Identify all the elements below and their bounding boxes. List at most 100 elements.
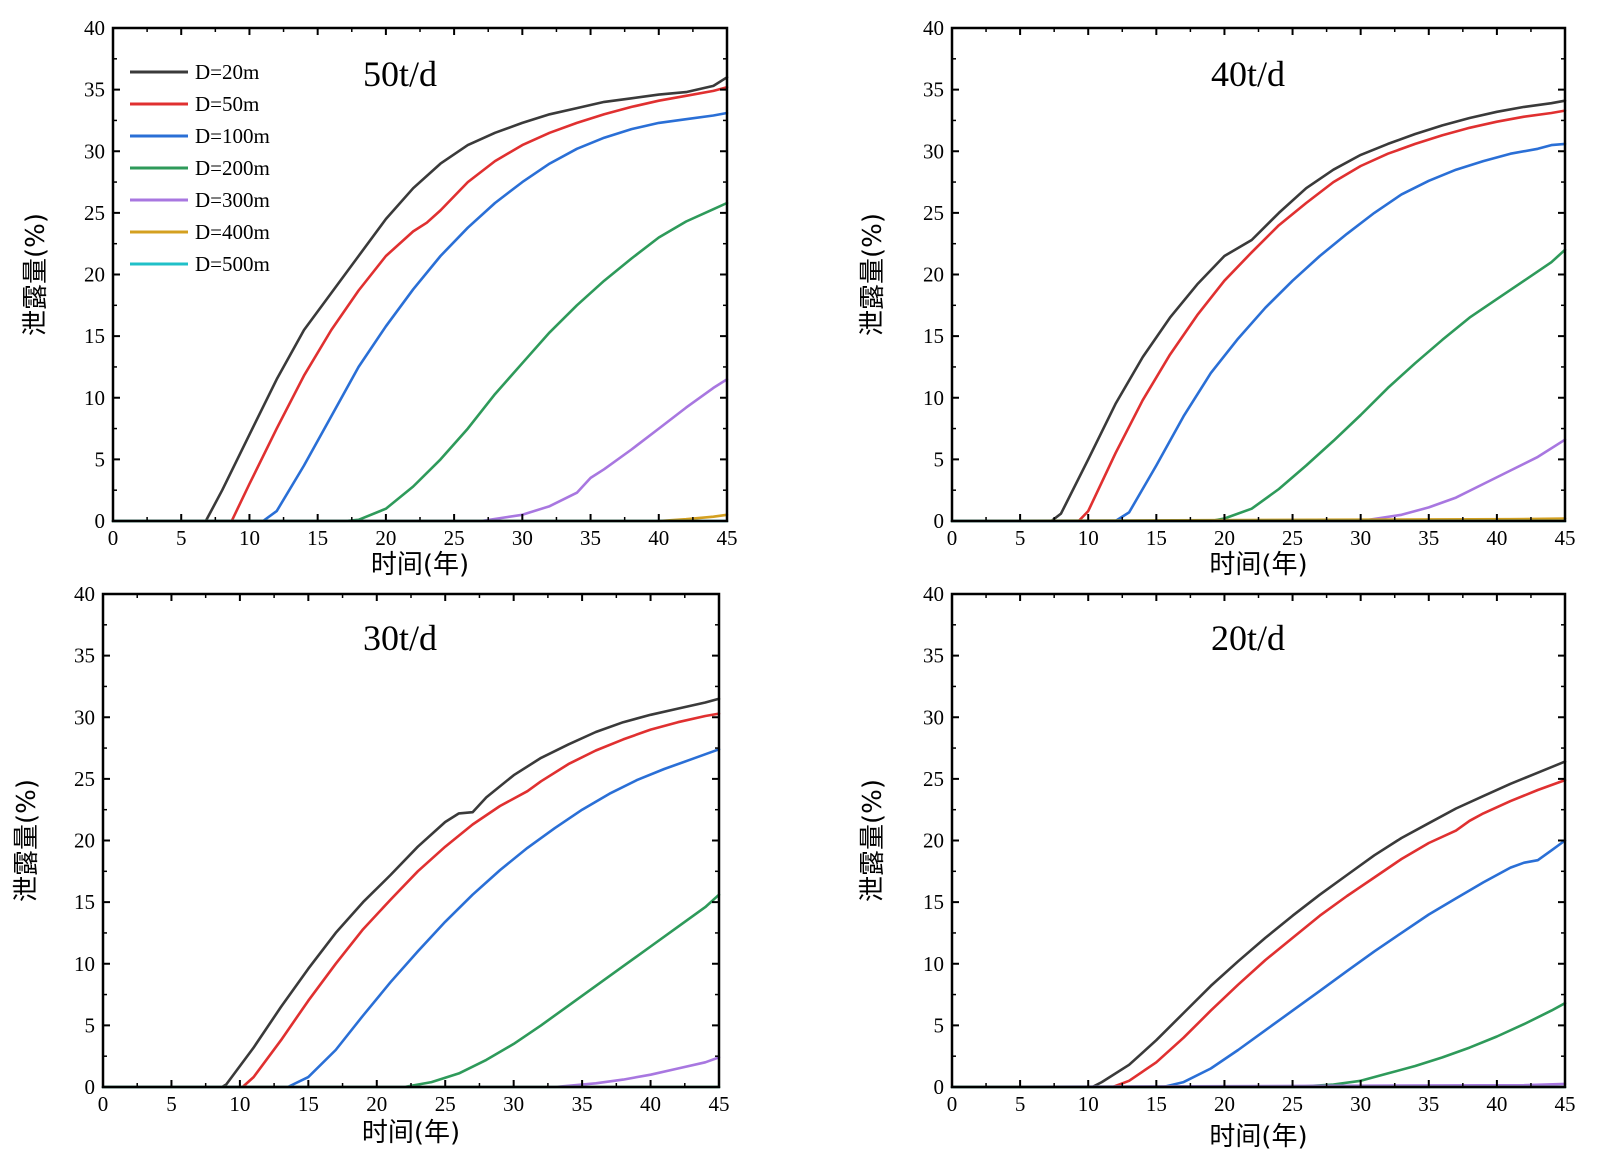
y-tick-label: 25 [74, 767, 95, 791]
x-tick-label: 10 [239, 526, 260, 550]
x-tick-label: 20 [375, 526, 396, 550]
series-line-d-300m [101, 1056, 721, 1089]
series-line-d-200m [111, 201, 729, 523]
x-axis-label: 时间(年) [371, 550, 469, 580]
series-line-d-20m [111, 76, 729, 523]
x-tick-label: 0 [947, 526, 958, 550]
legend-label: D=100m [195, 124, 270, 148]
x-tick-label: 5 [176, 526, 187, 550]
y-tick-label: 40 [74, 582, 95, 606]
y-tick-label: 15 [923, 890, 944, 914]
legend-label: D=300m [195, 188, 270, 212]
y-tick-label: 15 [84, 324, 105, 348]
y-axis-label: 泄露量(%) [12, 779, 42, 902]
x-tick-label: 15 [307, 526, 328, 550]
x-tick-label: 40 [1486, 1092, 1507, 1116]
y-tick-label: 35 [923, 644, 944, 668]
y-tick-label: 25 [923, 767, 944, 791]
x-tick-label: 25 [435, 1092, 456, 1116]
x-axis-label: 时间(年) [1209, 550, 1307, 580]
x-tick-label: 45 [709, 1092, 730, 1116]
x-tick-label: 20 [1214, 1092, 1235, 1116]
y-tick-label: 30 [923, 705, 944, 729]
legend-label: D=200m [195, 156, 270, 180]
plot-frame [950, 592, 1567, 1089]
series-line-d-300m [950, 438, 1567, 523]
x-tick-label: 5 [166, 1092, 177, 1116]
y-tick-label: 35 [923, 78, 944, 102]
y-tick-label: 10 [923, 952, 944, 976]
y-tick-label: 20 [74, 829, 95, 853]
x-tick-label: 30 [1350, 526, 1371, 550]
series-line-d-200m [950, 1001, 1567, 1089]
legend-label: D=20m [195, 60, 259, 84]
y-tick-label: 0 [95, 509, 106, 533]
y-tick-label: 20 [84, 263, 105, 287]
series-line-d-50m [950, 109, 1567, 523]
x-tick-label: 20 [1214, 526, 1235, 550]
y-tick-label: 20 [923, 263, 944, 287]
series-line-d-200m [101, 893, 721, 1089]
series-line-d-20m [950, 760, 1567, 1089]
x-tick-label: 10 [229, 1092, 250, 1116]
y-tick-label: 40 [84, 16, 105, 40]
x-tick-label: 25 [1282, 526, 1303, 550]
x-tick-label: 40 [1486, 526, 1507, 550]
x-tick-label: 35 [580, 526, 601, 550]
x-tick-label: 5 [1015, 526, 1026, 550]
chart-panel-1: 0 5 10 15 20 25 30 35 40 45 0 5 10 15 20 25 30 35 40 40t/d 时… [858, 16, 1576, 580]
series-line-d-50m [950, 778, 1567, 1089]
x-tick-label: 30 [503, 1092, 524, 1116]
y-tick-label: 0 [934, 1075, 945, 1099]
x-tick-label: 45 [1555, 526, 1576, 550]
series-line-d-20m [101, 697, 721, 1089]
legend-label: D=500m [195, 252, 270, 276]
x-tick-label: 35 [572, 1092, 593, 1116]
y-tick-label: 5 [85, 1013, 96, 1037]
chart-title: 30t/d [363, 618, 437, 658]
y-tick-label: 0 [934, 509, 945, 533]
x-tick-label: 0 [108, 526, 119, 550]
y-axis-label: 泄露量(%) [21, 213, 51, 336]
x-tick-label: 25 [1282, 1092, 1303, 1116]
y-tick-label: 10 [923, 386, 944, 410]
x-tick-label: 10 [1078, 1092, 1099, 1116]
legend: D=20m D=50m D=100m D=200m D=300m D=400m D=500m [130, 60, 270, 276]
x-tick-label: 5 [1015, 1092, 1026, 1116]
y-tick-label: 5 [934, 447, 945, 471]
x-tick-label: 45 [1555, 1092, 1576, 1116]
series-line-d-100m [950, 142, 1567, 523]
legend-label: D=50m [195, 92, 259, 116]
y-tick-label: 35 [84, 78, 105, 102]
y-tick-label: 25 [84, 201, 105, 225]
x-axis-label: 时间(年) [1209, 1122, 1307, 1152]
series-line-d-300m [111, 378, 729, 523]
chart-panel-3: 0 5 10 15 20 25 30 35 40 45 0 5 10 15 20 25 30 35 40 20t/d 时… [858, 582, 1576, 1152]
y-tick-label: 10 [84, 386, 105, 410]
x-tick-label: 35 [1418, 1092, 1439, 1116]
y-tick-label: 15 [923, 324, 944, 348]
series-line-d-100m [111, 111, 729, 523]
chart-panel-0: 0 5 10 15 20 25 30 35 40 45 0 5 10 15 20 25 30 35 40 50t/d 时… [21, 16, 738, 580]
chart-title: 20t/d [1211, 618, 1285, 658]
plot-frame [950, 26, 1567, 523]
y-tick-label: 30 [923, 139, 944, 163]
x-tick-label: 40 [640, 1092, 661, 1116]
series-line-d-100m [101, 748, 721, 1089]
x-tick-label: 40 [648, 526, 669, 550]
y-axis-label: 泄露量(%) [858, 213, 888, 336]
x-tick-label: 20 [366, 1092, 387, 1116]
series-line-d-50m [111, 85, 729, 523]
x-tick-label: 25 [444, 526, 465, 550]
y-tick-label: 40 [923, 582, 944, 606]
chart-title: 50t/d [363, 54, 437, 94]
y-axis-label: 泄露量(%) [858, 779, 888, 902]
series-line-d-20m [950, 99, 1567, 523]
y-tick-label: 15 [74, 890, 95, 914]
series-line-d-100m [950, 839, 1567, 1089]
series-line-d-50m [101, 712, 721, 1089]
y-tick-label: 35 [74, 644, 95, 668]
plot-frame [101, 592, 721, 1089]
x-tick-label: 45 [717, 526, 738, 550]
